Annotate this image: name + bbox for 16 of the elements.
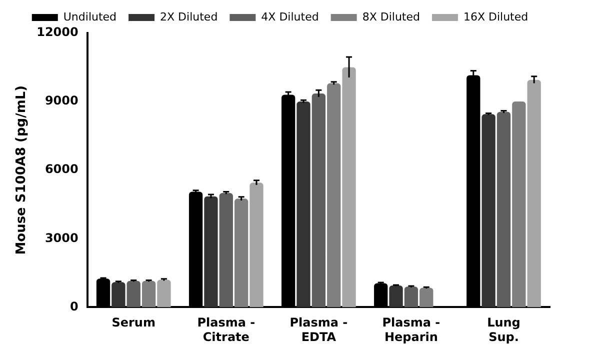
x-tick-label: Plasma - EDTA (290, 316, 348, 344)
x-tick-label: Plasma - Heparin (382, 316, 440, 344)
y-axis-title: Mouse S100A8 (pg/mL) (14, 85, 30, 255)
legend-label: Undiluted (63, 10, 117, 24)
y-tick-label: 12000 (36, 25, 78, 40)
legend-label: 8X Diluted (362, 10, 420, 24)
y-tick-label: 0 (70, 299, 78, 314)
x-tick-label: Serum (112, 316, 156, 330)
y-tick-label: 6000 (44, 162, 78, 176)
x-tick-label: Lung Sup. (487, 316, 520, 344)
legend-label: 16X Diluted (463, 10, 528, 24)
x-tick-label: Plasma - Citrate (197, 316, 256, 344)
legend-label: 2X Diluted (160, 10, 218, 24)
legend-label: 4X Diluted (261, 10, 319, 24)
y-tick-label: 3000 (44, 230, 78, 245)
y-tick-label: 9000 (44, 94, 78, 108)
